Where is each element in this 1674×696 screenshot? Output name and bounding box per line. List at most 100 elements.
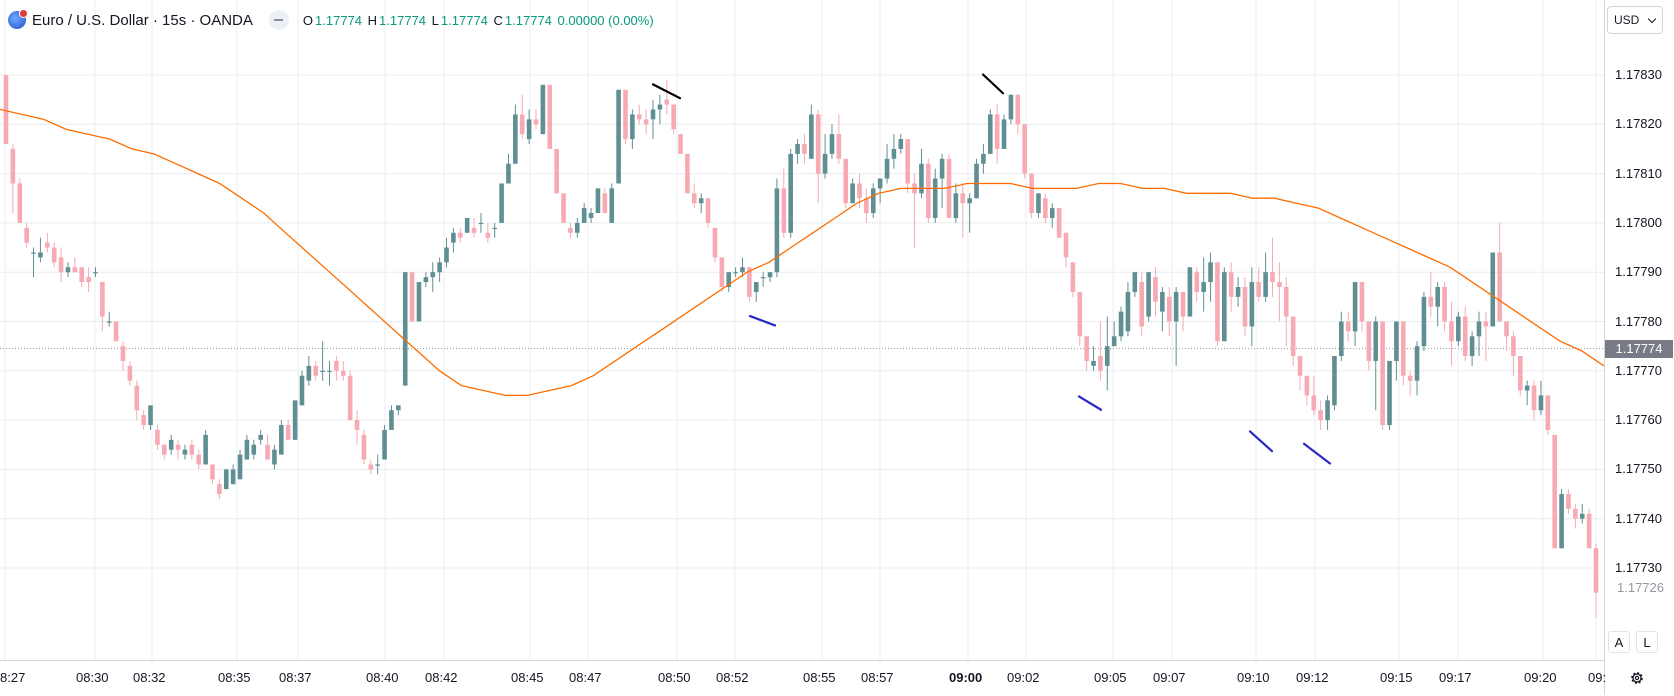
candle-body bbox=[664, 99, 670, 105]
price-tick-label: 1.17750 bbox=[1615, 461, 1662, 477]
candle bbox=[664, 79, 670, 115]
candlestick-chart[interactable] bbox=[0, 0, 1604, 660]
candle-body bbox=[1008, 94, 1014, 120]
candle bbox=[1290, 316, 1296, 366]
time-tick-label: 08:50 bbox=[658, 670, 691, 685]
candle bbox=[884, 144, 890, 184]
candle-body bbox=[1194, 272, 1200, 292]
candle-body bbox=[1559, 494, 1564, 549]
candle bbox=[189, 439, 195, 460]
candle bbox=[726, 272, 732, 292]
candle-body bbox=[100, 282, 105, 317]
candle-body bbox=[1015, 94, 1021, 125]
candle bbox=[1373, 316, 1379, 411]
candle-body bbox=[327, 370, 332, 372]
candle bbox=[292, 400, 298, 440]
candle-body bbox=[685, 153, 690, 194]
candle-body bbox=[519, 114, 525, 135]
candle bbox=[464, 217, 470, 233]
candle bbox=[891, 134, 897, 169]
candle bbox=[815, 109, 821, 204]
candle-body bbox=[1146, 272, 1151, 317]
candle bbox=[919, 148, 924, 199]
candle-body bbox=[712, 227, 718, 258]
candle-body bbox=[320, 370, 325, 372]
candle-body bbox=[705, 198, 711, 223]
candle bbox=[788, 148, 793, 238]
symbol-title[interactable]: Euro / U.S. Dollar · 15s · OANDA bbox=[32, 11, 253, 29]
auto-scale-button[interactable]: A bbox=[1608, 631, 1630, 653]
candle bbox=[1380, 321, 1385, 430]
candle bbox=[843, 158, 849, 209]
candle bbox=[258, 429, 263, 445]
candle bbox=[946, 153, 952, 218]
candle bbox=[740, 257, 745, 278]
globe-flag-icon bbox=[8, 9, 28, 29]
high-label: H bbox=[367, 12, 378, 28]
candle-body bbox=[1394, 321, 1399, 361]
time-tick-label: 09:07 bbox=[1153, 670, 1186, 685]
candle bbox=[285, 420, 291, 440]
candle-body bbox=[1180, 291, 1186, 317]
candle bbox=[1297, 356, 1303, 391]
candle bbox=[382, 425, 387, 460]
candle-body bbox=[182, 449, 188, 455]
candle bbox=[457, 227, 463, 243]
candle-body bbox=[657, 104, 663, 110]
candle bbox=[719, 257, 725, 292]
candle bbox=[747, 267, 752, 302]
log-scale-button[interactable]: L bbox=[1636, 631, 1658, 653]
candle bbox=[1531, 380, 1537, 421]
candle bbox=[478, 213, 484, 233]
candle-body bbox=[168, 439, 174, 450]
candle bbox=[51, 242, 57, 268]
candle bbox=[1462, 306, 1468, 361]
candle bbox=[1015, 94, 1021, 135]
candle-body bbox=[616, 89, 621, 184]
candle bbox=[809, 104, 814, 159]
candle-body bbox=[1242, 286, 1248, 327]
candle bbox=[836, 114, 842, 164]
candle-body bbox=[79, 267, 85, 283]
candle-body bbox=[506, 163, 511, 184]
candle-body bbox=[1407, 375, 1413, 381]
candle-body bbox=[898, 139, 904, 149]
candle-body bbox=[1235, 286, 1241, 297]
candle bbox=[162, 444, 167, 460]
plot-area[interactable] bbox=[0, 0, 1604, 660]
collapse-legend-button[interactable] bbox=[268, 10, 289, 30]
time-tick-label: 08:52 bbox=[716, 670, 749, 685]
candle-body bbox=[38, 252, 43, 258]
candle-body bbox=[1373, 321, 1379, 361]
candle-body bbox=[1566, 494, 1571, 509]
candle-body bbox=[3, 75, 9, 145]
candle bbox=[437, 257, 442, 283]
candle bbox=[870, 183, 876, 218]
candle bbox=[1139, 272, 1145, 337]
candle bbox=[698, 193, 704, 214]
gear-icon[interactable] bbox=[1629, 670, 1645, 686]
candle-body bbox=[994, 114, 1000, 149]
candle bbox=[519, 94, 525, 140]
candle bbox=[1263, 252, 1268, 302]
close-label: C bbox=[493, 12, 503, 28]
candle bbox=[203, 429, 208, 465]
time-axis[interactable]: 8:27 08:30 08:32 08:35 08:37 08:40 08:42 08:45 0… bbox=[0, 660, 1606, 696]
candle bbox=[1387, 360, 1392, 430]
candle bbox=[320, 341, 325, 381]
candle-body bbox=[120, 346, 126, 361]
candle-body bbox=[217, 484, 222, 495]
currency-selector[interactable]: USD bbox=[1607, 6, 1663, 34]
symbol-legend: Euro / U.S. Dollar · 15s · OANDA O 1.1777… bbox=[8, 8, 656, 32]
candle bbox=[568, 222, 573, 238]
candle bbox=[1593, 543, 1599, 618]
candle-body bbox=[760, 277, 766, 279]
price-tick-label: 1.17820 bbox=[1615, 116, 1662, 132]
low-label: L bbox=[431, 12, 439, 28]
candle-body bbox=[1414, 346, 1420, 381]
candle bbox=[492, 222, 498, 238]
candle-body bbox=[1022, 124, 1028, 174]
candle-body bbox=[313, 365, 319, 376]
candle bbox=[974, 158, 979, 199]
